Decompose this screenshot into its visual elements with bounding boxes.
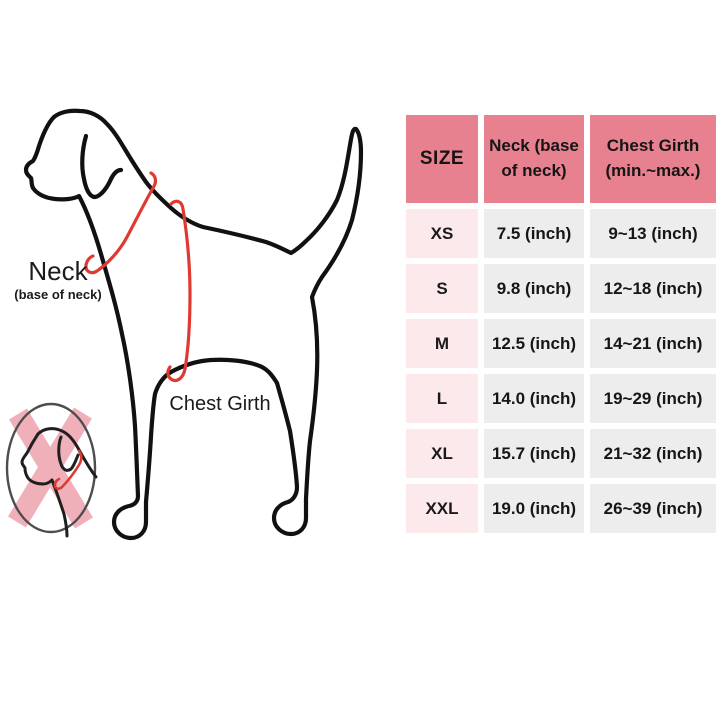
- size-cell: S: [406, 264, 478, 313]
- neck-cell: 9.8 (inch): [484, 264, 584, 313]
- neck-measurement-line: [84, 171, 158, 275]
- chest-girth-cell: 9~13 (inch): [590, 209, 716, 258]
- neck-label: Neck: [28, 256, 88, 286]
- chest-girth-cell: 14~21 (inch): [590, 319, 716, 368]
- neck-cell: 7.5 (inch): [484, 209, 584, 258]
- neck-sublabel: (base of neck): [14, 287, 102, 302]
- size-cell: XS: [406, 209, 478, 258]
- wrong-neck-line: [53, 449, 83, 491]
- wrong-measurement-icon: [5, 402, 98, 538]
- prohibition-x-icon: [8, 407, 93, 529]
- neck-cell: 12.5 (inch): [484, 319, 584, 368]
- size-cell: M: [406, 319, 478, 368]
- neck-cell: 19.0 (inch): [484, 484, 584, 533]
- chest-girth-label: Chest Girth: [169, 393, 271, 415]
- chest-girth-cell: 26~39 (inch): [590, 484, 716, 533]
- chest-measurement-line: [166, 199, 192, 383]
- size-cell: XXL: [406, 484, 478, 533]
- dog-measurement-diagram: [5, 108, 364, 541]
- chest-girth-cell: 21~32 (inch): [590, 429, 716, 478]
- neck-cell: 14.0 (inch): [484, 374, 584, 423]
- size-cell: L: [406, 374, 478, 423]
- dog-outline: [23, 108, 364, 541]
- table-header-chest-girth: Chest Girth (min.~max.): [590, 115, 716, 203]
- neck-cell: 15.7 (inch): [484, 429, 584, 478]
- table-header-neck: Neck (base of neck): [484, 115, 584, 203]
- chest-girth-cell: 19~29 (inch): [590, 374, 716, 423]
- chest-girth-cell: 12~18 (inch): [590, 264, 716, 313]
- dog-ear: [80, 133, 124, 200]
- size-table: SIZE Neck (base of neck) Chest Girth (mi…: [406, 115, 716, 533]
- table-header-size: SIZE: [406, 115, 478, 203]
- size-cell: XL: [406, 429, 478, 478]
- mini-dog-head: [20, 427, 98, 538]
- circle-outline: [5, 402, 97, 534]
